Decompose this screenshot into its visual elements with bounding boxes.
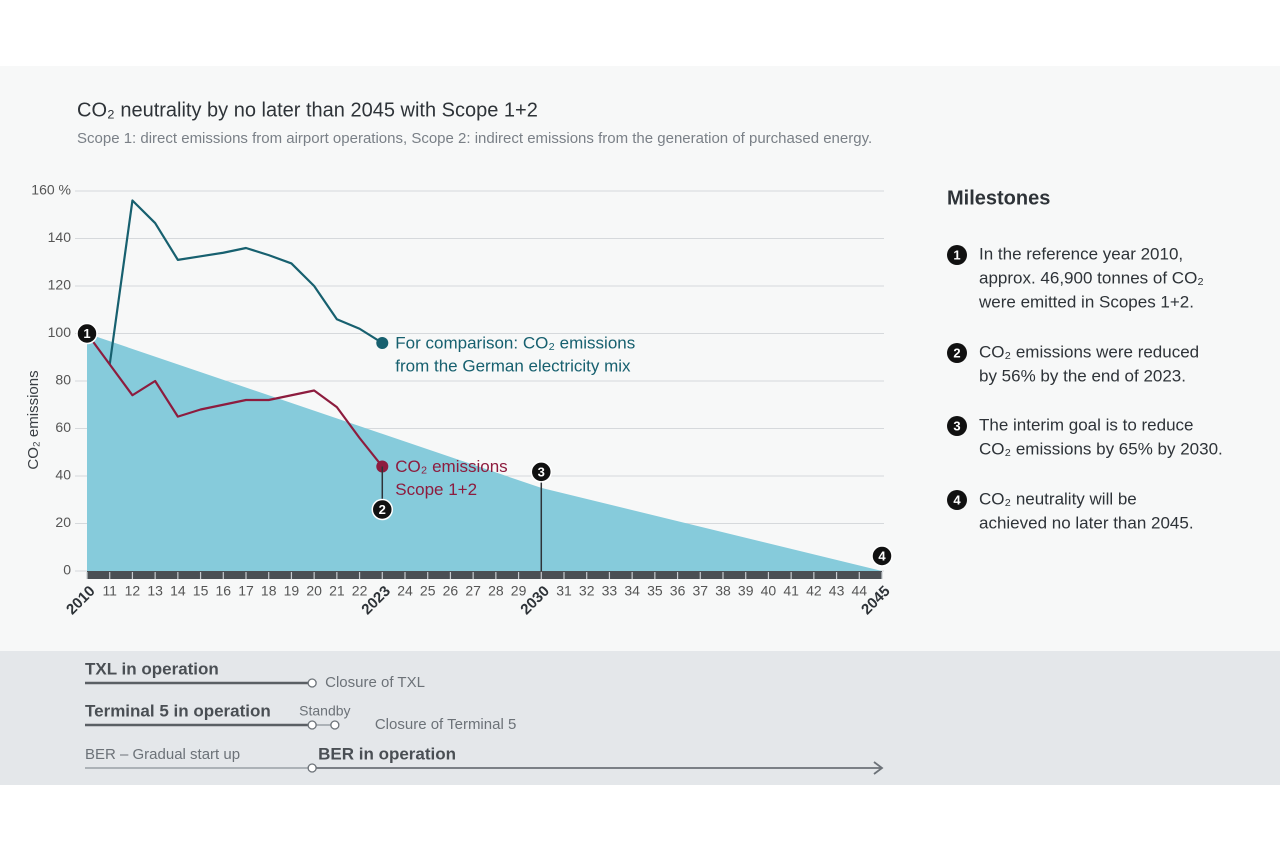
x-tick-label: 35 bbox=[647, 583, 663, 599]
milestone-text: CO₂ emissions by 65% by 2030. bbox=[979, 439, 1223, 458]
milestone-text: were emitted in Scopes 1+2. bbox=[978, 292, 1194, 311]
x-tick-label: 13 bbox=[147, 583, 163, 599]
milestone-bullet bbox=[947, 416, 967, 436]
x-tick-label: 31 bbox=[556, 583, 572, 599]
series-label: CO₂ emissions bbox=[395, 457, 507, 476]
y-axis-label: CO₂ emissions bbox=[25, 370, 42, 469]
x-tick-label: 19 bbox=[284, 583, 300, 599]
y-tick-label: 0 bbox=[63, 562, 71, 578]
x-tick-label: 21 bbox=[329, 583, 345, 599]
series-label: from the German electricity mix bbox=[395, 356, 631, 375]
x-tick-label: 32 bbox=[579, 583, 595, 599]
y-tick-label: 160 % bbox=[31, 182, 71, 198]
milestone-text: In the reference year 2010, bbox=[979, 244, 1183, 263]
x-axis-band bbox=[87, 571, 882, 579]
milestone-bullet bbox=[947, 343, 967, 363]
milestone-text: approx. 46,900 tonnes of CO₂ bbox=[979, 268, 1204, 287]
x-tick-label: 33 bbox=[602, 583, 618, 599]
milestone-marker-label: 3 bbox=[538, 464, 545, 479]
x-tick-label: 18 bbox=[261, 583, 277, 599]
x-tick-label: 16 bbox=[215, 583, 231, 599]
x-tick-label: 11 bbox=[102, 583, 117, 599]
y-tick-label: 40 bbox=[55, 467, 71, 483]
milestone-marker bbox=[530, 461, 553, 483]
milestone-marker bbox=[871, 545, 893, 567]
y-tick-label: 20 bbox=[55, 514, 71, 530]
milestone-marker bbox=[76, 322, 98, 345]
milestone-bullet-label: 4 bbox=[953, 492, 961, 507]
x-tick-label: 28 bbox=[488, 583, 504, 599]
milestone-text: CO₂ neutrality will be bbox=[979, 489, 1137, 508]
x-tick-label: 42 bbox=[806, 583, 822, 599]
milestone-bullet bbox=[947, 490, 967, 510]
milestone-text: The interim goal is to reduce bbox=[979, 415, 1194, 434]
area bbox=[87, 333, 882, 571]
timeline-next-label: BER in operation bbox=[318, 744, 456, 763]
milestone-bullet bbox=[947, 245, 967, 265]
milestone-marker bbox=[371, 498, 394, 521]
x-tick-label: 20 bbox=[306, 583, 322, 599]
y-tick-label: 80 bbox=[55, 372, 71, 388]
y-tick-label: 140 bbox=[48, 229, 72, 245]
timeline-arrow bbox=[873, 761, 884, 775]
milestone-bullet-label: 2 bbox=[953, 345, 960, 360]
milestone-text: achieved no later than 2045. bbox=[979, 513, 1194, 532]
timeline-node bbox=[330, 720, 340, 730]
milestones-title: Milestones bbox=[947, 187, 1050, 209]
milestone-text: by 56% by the end of 2023. bbox=[979, 366, 1186, 385]
standby-label: Standby bbox=[299, 703, 350, 719]
x-tick-label: 26 bbox=[443, 583, 459, 599]
timeline-end-label: Closure of Terminal 5 bbox=[375, 716, 516, 733]
x-tick-label: 22 bbox=[352, 583, 368, 599]
x-tick-label: 34 bbox=[624, 583, 640, 599]
timeline-label: BER – Gradual start up bbox=[85, 746, 240, 763]
x-tick-label: 40 bbox=[761, 583, 777, 599]
x-tick-label: 17 bbox=[238, 583, 254, 599]
timeline-label: Terminal 5 in operation bbox=[85, 701, 271, 720]
timeline-node bbox=[307, 720, 317, 730]
end-dot bbox=[376, 337, 389, 349]
timeline-label: TXL in operation bbox=[85, 659, 219, 678]
y-tick-label: 60 bbox=[55, 419, 71, 435]
x-tick-label: 12 bbox=[125, 583, 141, 599]
x-tick-label: 27 bbox=[465, 583, 481, 599]
x-tick-label: 14 bbox=[170, 583, 186, 599]
series-label: Scope 1+2 bbox=[395, 480, 477, 499]
milestone-bullet-label: 3 bbox=[953, 418, 960, 433]
chart-title: CO₂ neutrality by no later than 2045 wit… bbox=[77, 99, 538, 121]
milestone-marker-label: 2 bbox=[379, 502, 386, 517]
x-tick-label: 38 bbox=[715, 583, 731, 599]
x-tick-label: 37 bbox=[692, 583, 708, 599]
x-tick-label: 29 bbox=[511, 583, 527, 599]
y-tick-label: 120 bbox=[48, 277, 72, 293]
x-tick-label: 39 bbox=[738, 583, 754, 599]
milestone-text: CO₂ emissions were reduced bbox=[979, 342, 1199, 361]
x-tick-label: 44 bbox=[851, 583, 867, 599]
x-tick-label: 15 bbox=[193, 583, 209, 599]
timeline-node bbox=[307, 763, 317, 773]
x-tick-label: 24 bbox=[397, 583, 413, 599]
milestone-marker-label: 4 bbox=[878, 548, 886, 563]
timeline-node bbox=[307, 678, 317, 688]
timeline-background bbox=[0, 651, 1280, 785]
milestone-marker-label: 1 bbox=[83, 326, 90, 341]
x-tick-label: 41 bbox=[783, 583, 799, 599]
line bbox=[86, 332, 384, 468]
milestone-bullet-label: 1 bbox=[953, 247, 960, 262]
series-label: For comparison: CO₂ emissions bbox=[395, 333, 635, 352]
chart-subtitle: Scope 1: direct emissions from airport o… bbox=[77, 130, 872, 147]
line bbox=[108, 199, 383, 365]
x-tick-label: 43 bbox=[829, 583, 845, 599]
y-tick-label: 100 bbox=[48, 324, 72, 340]
x-tick-label: 36 bbox=[670, 583, 686, 599]
timeline-end-label: Closure of TXL bbox=[325, 674, 425, 691]
x-tick-label: 25 bbox=[420, 583, 436, 599]
